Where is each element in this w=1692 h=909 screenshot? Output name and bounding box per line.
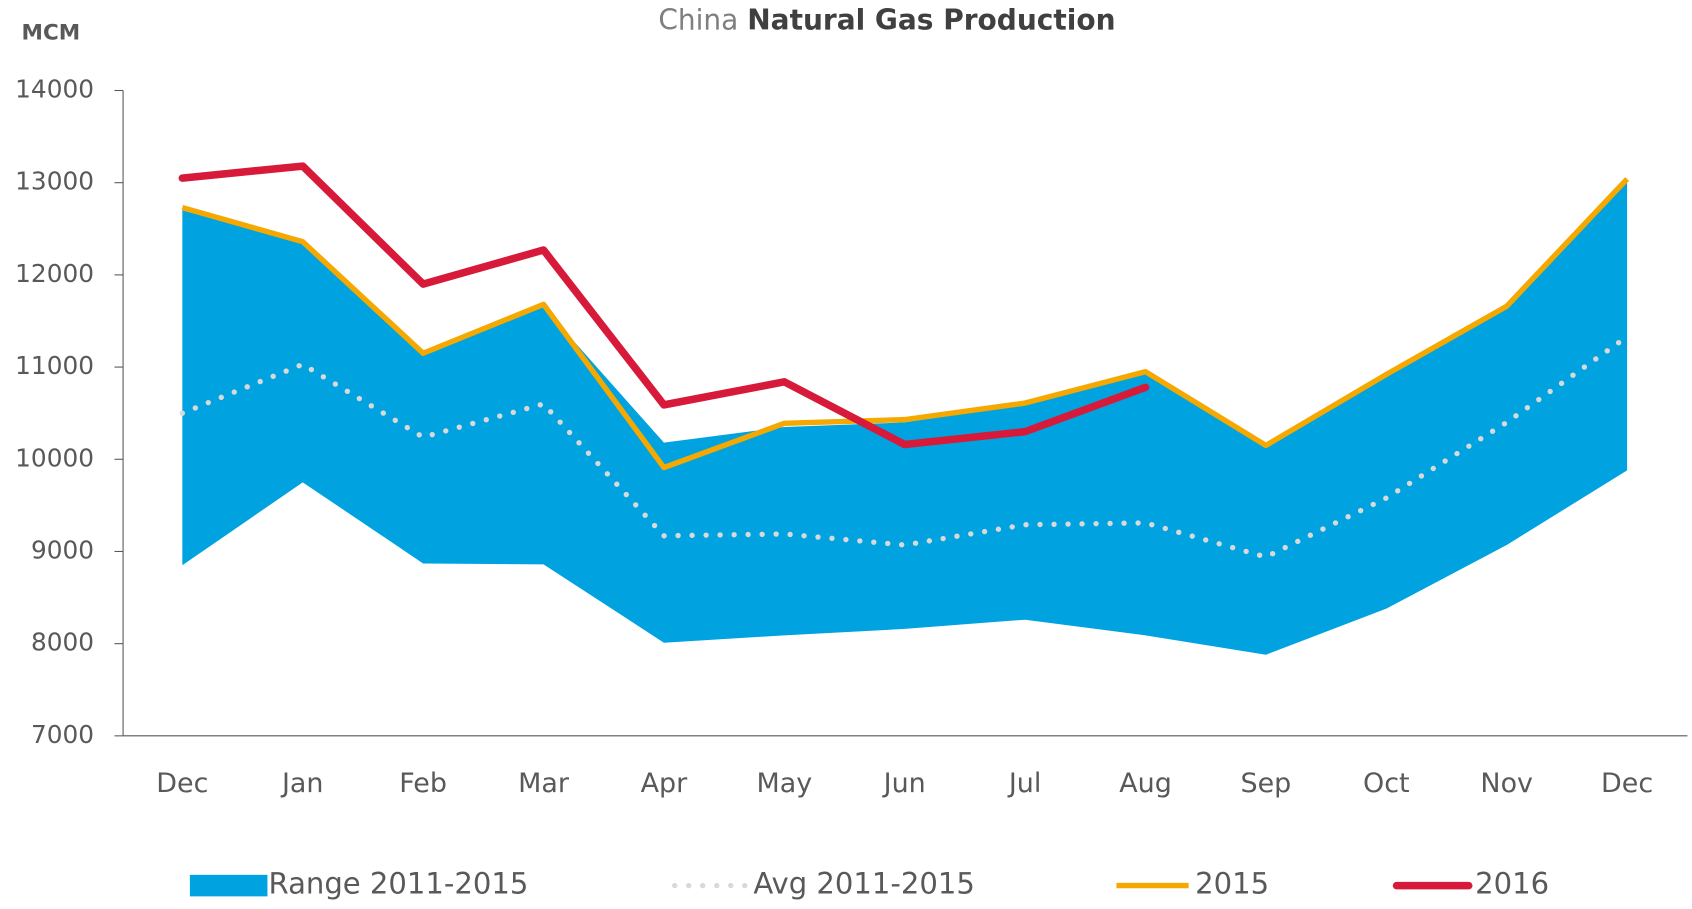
x-tick-label: Oct bbox=[1363, 768, 1410, 799]
x-tick-label: May bbox=[756, 768, 812, 799]
series-line bbox=[178, 162, 1150, 449]
legend-swatch bbox=[189, 874, 268, 897]
x-tick-label: Jul bbox=[1007, 768, 1041, 799]
y-tick-label: 14000 bbox=[15, 74, 94, 103]
x-tick-label: Jun bbox=[882, 768, 926, 799]
x-tick-label: Dec bbox=[1601, 768, 1653, 799]
x-tick-label: Nov bbox=[1480, 768, 1533, 799]
y-tick-label: 7000 bbox=[31, 720, 94, 749]
legend-label: 2016 bbox=[1475, 867, 1549, 901]
x-tick-label: Jan bbox=[280, 768, 324, 799]
legend-label: 2015 bbox=[1195, 867, 1269, 901]
legend-label: Range 2011-2015 bbox=[269, 867, 529, 901]
y-tick-label: 12000 bbox=[15, 259, 94, 288]
legend-label: Avg 2011-2015 bbox=[753, 867, 975, 901]
y-axis-label: MCM bbox=[22, 20, 81, 45]
y-tick-label: 11000 bbox=[15, 351, 94, 380]
y-tick-label: 8000 bbox=[31, 628, 94, 657]
y-tick-label: 9000 bbox=[31, 535, 94, 564]
title-prefix: China bbox=[658, 4, 738, 37]
x-tick-label: Feb bbox=[399, 768, 447, 799]
y-tick-label: 10000 bbox=[15, 443, 94, 472]
y-tick-label: 13000 bbox=[15, 167, 94, 196]
series-line bbox=[179, 333, 1630, 560]
x-tick-label: Dec bbox=[156, 768, 208, 799]
chart-title: China Natural Gas Production bbox=[658, 4, 1115, 37]
x-tick-label: Mar bbox=[518, 768, 570, 799]
x-tick-label: Apr bbox=[641, 768, 689, 799]
range-band bbox=[182, 178, 1628, 655]
series-line bbox=[181, 177, 1630, 471]
x-tick-label: Sep bbox=[1241, 768, 1292, 799]
title-main: Natural Gas Production bbox=[747, 4, 1115, 37]
x-tick-label: Aug bbox=[1119, 768, 1172, 799]
